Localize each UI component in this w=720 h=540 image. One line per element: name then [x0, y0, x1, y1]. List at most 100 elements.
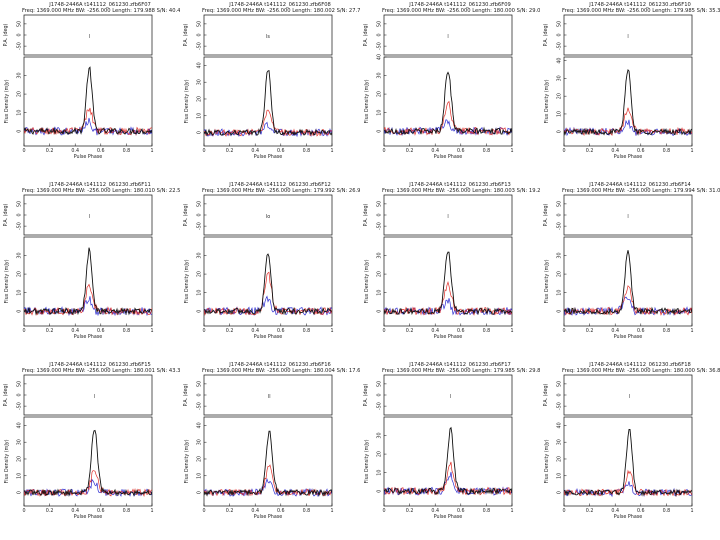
x-tick-label: 0.8: [483, 148, 491, 154]
pa-marker: ls: [266, 34, 270, 40]
x-axis-label: Pulse Phase: [74, 514, 103, 520]
pa-tick-label: 0: [377, 33, 383, 36]
profile-panel: J1748-2446A t141112_061230.zfb6F17 Freq: …: [360, 360, 540, 540]
x-tick-label: 0.8: [123, 508, 131, 514]
pa-tick-label: -50: [17, 42, 23, 50]
pa-tick-label: 0: [17, 33, 23, 36]
flux-axes-frame: [563, 236, 693, 327]
x-tick-label: 0: [202, 328, 205, 334]
x-tick-label: 1: [510, 328, 513, 334]
x-tick-label: 0.2: [586, 328, 594, 334]
x-tick-label: 0.6: [457, 148, 465, 154]
flux-axis-label: Flux Density (mJy): [544, 439, 550, 483]
pa-tick-label: 0: [197, 213, 203, 216]
pa-axis-label: P.A. (deg): [183, 204, 189, 227]
panel-title: J1748-2446A t141112_061230.zfb6F08: [228, 2, 331, 8]
flux-tick-label: 40: [197, 422, 203, 428]
x-tick-label: 0.4: [71, 148, 79, 154]
x-tick-label: 0: [382, 148, 385, 154]
panel-info: Freq: 1369.000 MHz BW: -256.000 Length: …: [562, 8, 720, 14]
profile-chart: J1748-2446A t141112_061230.zfb6F08Freq: …: [183, 2, 360, 160]
flux-tick-label: 0: [17, 491, 23, 494]
profile-chart: J1748-2446A t141112_061230.zfb6F16Freq: …: [183, 362, 360, 520]
pa-marker: l: [89, 214, 90, 220]
pa-tick-label: -50: [377, 42, 383, 50]
panel-info: Freq: 1369.000 MHz BW: -256.000 Length: …: [22, 8, 180, 14]
panel-title: J1748-2446A t141112_061230.zfb6F07: [48, 2, 151, 8]
x-tick-label: 0.4: [431, 508, 439, 514]
profile-chart: J1748-2446A t141112_061230.zfb6F11Freq: …: [3, 182, 180, 340]
x-tick-label: 0.8: [663, 328, 671, 334]
total-intensity-line: [24, 66, 152, 136]
flux-tick-label: 30: [197, 439, 203, 445]
pa-axis-label: P.A. (deg): [543, 384, 549, 407]
pa-tick-label: 0: [377, 393, 383, 396]
pa-tick-label: -50: [197, 402, 203, 410]
panel-info: Freq: 1369.000 MHz BW: -256.000 Length: …: [202, 8, 360, 14]
total-intensity-line: [564, 250, 692, 316]
total-intensity-line: [564, 68, 692, 136]
pa-axis-label: P.A. (deg): [363, 24, 369, 47]
linear-polarization-line: [204, 271, 332, 316]
x-tick-label: 0.2: [406, 328, 414, 334]
x-tick-label: 0.4: [611, 508, 619, 514]
pa-tick-label: 0: [197, 33, 203, 36]
circular-polarization-line: [204, 478, 332, 498]
profile-chart: J1748-2446A t141112_061230.zfb6F18Freq: …: [543, 362, 720, 520]
flux-axes-frame: [23, 416, 153, 507]
flux-axis-label: Flux Density (mJy): [544, 259, 550, 303]
pa-axis-label: P.A. (deg): [183, 384, 189, 407]
profile-panel: J1748-2446A t141112_061230.zfb6F11 Freq: …: [0, 180, 180, 360]
profile-panel: J1748-2446A t141112_061230.zfb6F18 Freq: …: [540, 360, 720, 540]
x-tick-label: 1: [690, 508, 693, 514]
flux-tick-label: 20: [377, 451, 383, 457]
pa-tick-label: 50: [377, 201, 383, 207]
flux-tick-label: 20: [17, 456, 23, 462]
panel-title: J1748-2446A t141112_061230.zfb6F15: [48, 362, 151, 368]
x-axis-label: Pulse Phase: [254, 514, 283, 520]
pa-tick-label: 50: [557, 381, 563, 387]
x-tick-label: 1: [510, 508, 513, 514]
x-axis-label: Pulse Phase: [434, 154, 463, 160]
pa-axis-label: P.A. (deg): [3, 24, 9, 47]
pa-tick-label: 0: [557, 213, 563, 216]
flux-axes-frame: [563, 56, 693, 147]
pa-tick-label: 0: [17, 213, 23, 216]
circular-polarization-line: [24, 296, 152, 317]
panel-info: Freq: 1369.000 MHz BW: -256.000 Length: …: [202, 188, 360, 194]
total-intensity-line: [24, 247, 152, 316]
pa-tick-label: -50: [557, 402, 563, 410]
flux-axis-label: Flux Density (mJy): [4, 79, 10, 123]
panel-info: Freq: 1369.000 MHz BW: -256.000 Length: …: [22, 188, 180, 194]
pa-tick-label: 50: [17, 21, 23, 27]
flux-tick-label: 0: [17, 310, 23, 313]
flux-axis-label: Flux Density (mJy): [184, 79, 190, 123]
x-axis-label: Pulse Phase: [614, 514, 643, 520]
flux-axis-label: Flux Density (mJy): [364, 439, 370, 483]
profile-panel: J1748-2446A t141112_061230.zfb6F15 Freq: …: [0, 360, 180, 540]
flux-axes-frame: [23, 56, 153, 147]
pa-marker: l: [94, 394, 95, 400]
circular-polarization-line: [204, 295, 332, 316]
panel-title: J1748-2446A t141112_061230.zfb6F12: [228, 182, 331, 188]
x-axis-label: Pulse Phase: [254, 334, 283, 340]
pa-tick-label: 0: [557, 33, 563, 36]
pa-tick-label: 50: [377, 21, 383, 27]
flux-tick-label: 30: [377, 252, 383, 258]
flux-tick-label: 10: [557, 290, 563, 296]
pa-marker: lo: [266, 214, 270, 220]
x-axis-label: Pulse Phase: [74, 154, 103, 160]
panel-title: J1748-2446A t141112_061230.zfb6F17: [408, 362, 511, 368]
flux-tick-label: 40: [197, 62, 203, 68]
x-tick-label: 0.6: [637, 148, 645, 154]
panel-title: J1748-2446A t141112_061230.zfb6F16: [228, 362, 331, 368]
flux-tick-label: 20: [377, 91, 383, 97]
flux-axes-frame: [383, 416, 513, 507]
pa-tick-label: 50: [377, 381, 383, 387]
pa-tick-label: -50: [197, 222, 203, 230]
profile-panel: J1748-2446A t141112_061230.zfb6F10 Freq: …: [540, 0, 720, 180]
profile-panel: J1748-2446A t141112_061230.zfb6F07 Freq: …: [0, 0, 180, 180]
pa-axes-frame: [23, 374, 153, 416]
x-tick-label: 0: [562, 328, 565, 334]
